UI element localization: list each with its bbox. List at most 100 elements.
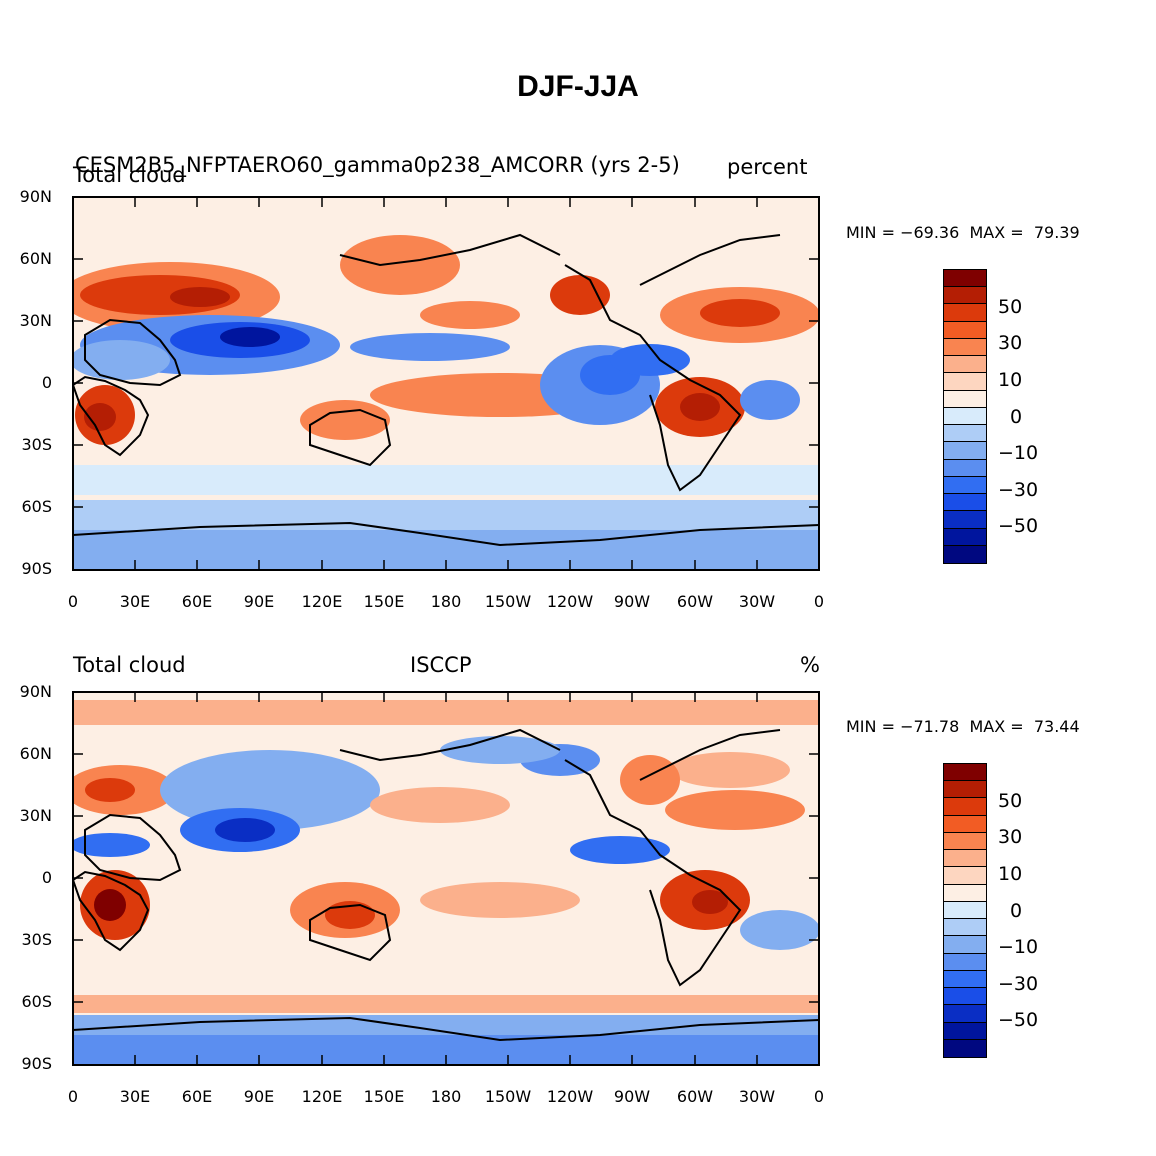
y-tick-label: 90N (19, 187, 52, 206)
colorbar-label: −50 (998, 515, 1039, 537)
x-tick-label: 30E (119, 592, 151, 611)
max-value: MAX = 79.39 (969, 223, 1080, 242)
x-tick-label: 150W (484, 1087, 532, 1106)
colorbar-swatch (944, 545, 986, 563)
x-tick-marks (72, 197, 820, 570)
colorbar-swatch (944, 901, 986, 920)
colorbar-label: 30 (998, 332, 1023, 354)
min-value: MIN = −71.78 (846, 717, 960, 736)
y-tick-label: 60S (21, 497, 52, 516)
x-tick-label: 60W (676, 1087, 714, 1106)
colorbar-swatch (944, 287, 986, 305)
map-plot-model (72, 196, 820, 571)
x-tick-label: 180 (430, 1087, 462, 1106)
x-tick-label: 0 (813, 592, 825, 611)
colorbar-swatch (944, 425, 986, 443)
colorbar-swatch (944, 919, 986, 937)
colorbar-swatch (944, 511, 986, 529)
x-tick-label: 60W (676, 592, 714, 611)
y-tick-label: 0 (41, 373, 52, 392)
x-tick-label: 120W (546, 592, 594, 611)
x-tick-label: 150E (363, 1087, 405, 1106)
center-label: ISCCP (410, 653, 472, 677)
right-label: % (800, 653, 820, 677)
colorbar-label: 10 (998, 863, 1023, 885)
figure-title: DJF-JJA (517, 70, 639, 103)
colorbar-swatch (944, 304, 986, 322)
min-max-text: MIN = −71.78 MAX = 73.44 (846, 719, 1080, 735)
colorbar-swatch (944, 832, 986, 851)
right-label: percent (727, 155, 808, 179)
x-tick-label: 60E (181, 592, 213, 611)
x-tick-label: 120W (546, 1087, 594, 1106)
colorbar-swatch (944, 798, 986, 816)
colorbar-swatch (944, 390, 986, 408)
coastlines (73, 233, 819, 547)
y-tick-marks (73, 691, 819, 1003)
x-tick-label: 30E (119, 1087, 151, 1106)
y-tick-label: 30N (19, 311, 52, 330)
x-tick-label: 120E (301, 1087, 343, 1106)
y-tick-label: 0 (41, 868, 52, 887)
x-tick-label: 30W (738, 1087, 776, 1106)
colorbar-swatch (944, 970, 986, 989)
colorbar-swatch (944, 476, 986, 495)
x-tick-label: 60E (181, 1087, 213, 1106)
colorbar-swatch (944, 815, 986, 833)
x-tick-label: 0 (67, 1087, 79, 1106)
colorbar (943, 269, 987, 564)
x-tick-label: 180 (430, 592, 462, 611)
colorbar-swatch (944, 850, 986, 868)
y-tick-label: 30S (21, 435, 52, 454)
colorbar-swatch (944, 764, 986, 782)
colorbar-swatch (944, 867, 986, 885)
colorbar-swatch (944, 936, 986, 954)
colorbar-swatch (944, 781, 986, 799)
x-tick-label: 90W (613, 592, 651, 611)
colorbar (943, 763, 987, 1058)
colorbar-swatch (944, 884, 986, 902)
contour-field (73, 692, 819, 1065)
max-value: MAX = 73.44 (969, 717, 1080, 736)
y-tick-marks (73, 196, 819, 508)
y-tick-label: 90S (21, 559, 52, 578)
colorbar-label: 0 (1010, 406, 1023, 428)
colorbar-swatch (944, 494, 986, 512)
x-tick-label: 30W (738, 592, 776, 611)
x-tick-label: 90E (243, 1087, 275, 1106)
x-tick-label: 90E (243, 592, 275, 611)
x-tick-marks (72, 692, 820, 1065)
colorbar-label: −30 (998, 479, 1039, 501)
colorbar-swatch (944, 407, 986, 426)
colorbar-label: 50 (998, 790, 1023, 812)
colorbar-label: 50 (998, 296, 1023, 318)
x-tick-label: 0 (67, 592, 79, 611)
map-panel-isccp: Total cloud ISCCP % 90N 60N 30N 0 30S 60… (0, 640, 1156, 1120)
y-tick-label: 30S (21, 930, 52, 949)
colorbar-label: −50 (998, 1009, 1039, 1031)
colorbar-swatch (944, 1039, 986, 1057)
x-tick-label: 150W (484, 592, 532, 611)
min-value: MIN = −69.36 (846, 223, 960, 242)
y-tick-label: 90S (21, 1054, 52, 1073)
colorbar-label: −30 (998, 973, 1039, 995)
y-tick-label: 60S (21, 992, 52, 1011)
x-tick-label: 120E (301, 592, 343, 611)
contour-field (73, 197, 819, 570)
map-panel-model: Total cloud CESM2B5_NFPTAERO60_gamma0p23… (0, 145, 1156, 625)
center-label: CESM2B5_NFPTAERO60_gamma0p238_AMCORR (yr… (75, 153, 680, 177)
colorbar-swatch (944, 953, 986, 971)
y-tick-label: 90N (19, 682, 52, 701)
x-tick-label: 90W (613, 1087, 651, 1106)
colorbar-label: −10 (998, 936, 1039, 958)
y-tick-label: 30N (19, 806, 52, 825)
colorbar-label: −10 (998, 442, 1039, 464)
y-tick-label: 60N (19, 744, 52, 763)
colorbar-swatch (944, 338, 986, 357)
left-label: Total cloud (73, 163, 186, 187)
colorbar-swatch (944, 442, 986, 460)
y-tick-label: 60N (19, 249, 52, 268)
coastlines (73, 728, 819, 1042)
colorbar-swatch (944, 373, 986, 391)
x-tick-label: 0 (813, 1087, 825, 1106)
